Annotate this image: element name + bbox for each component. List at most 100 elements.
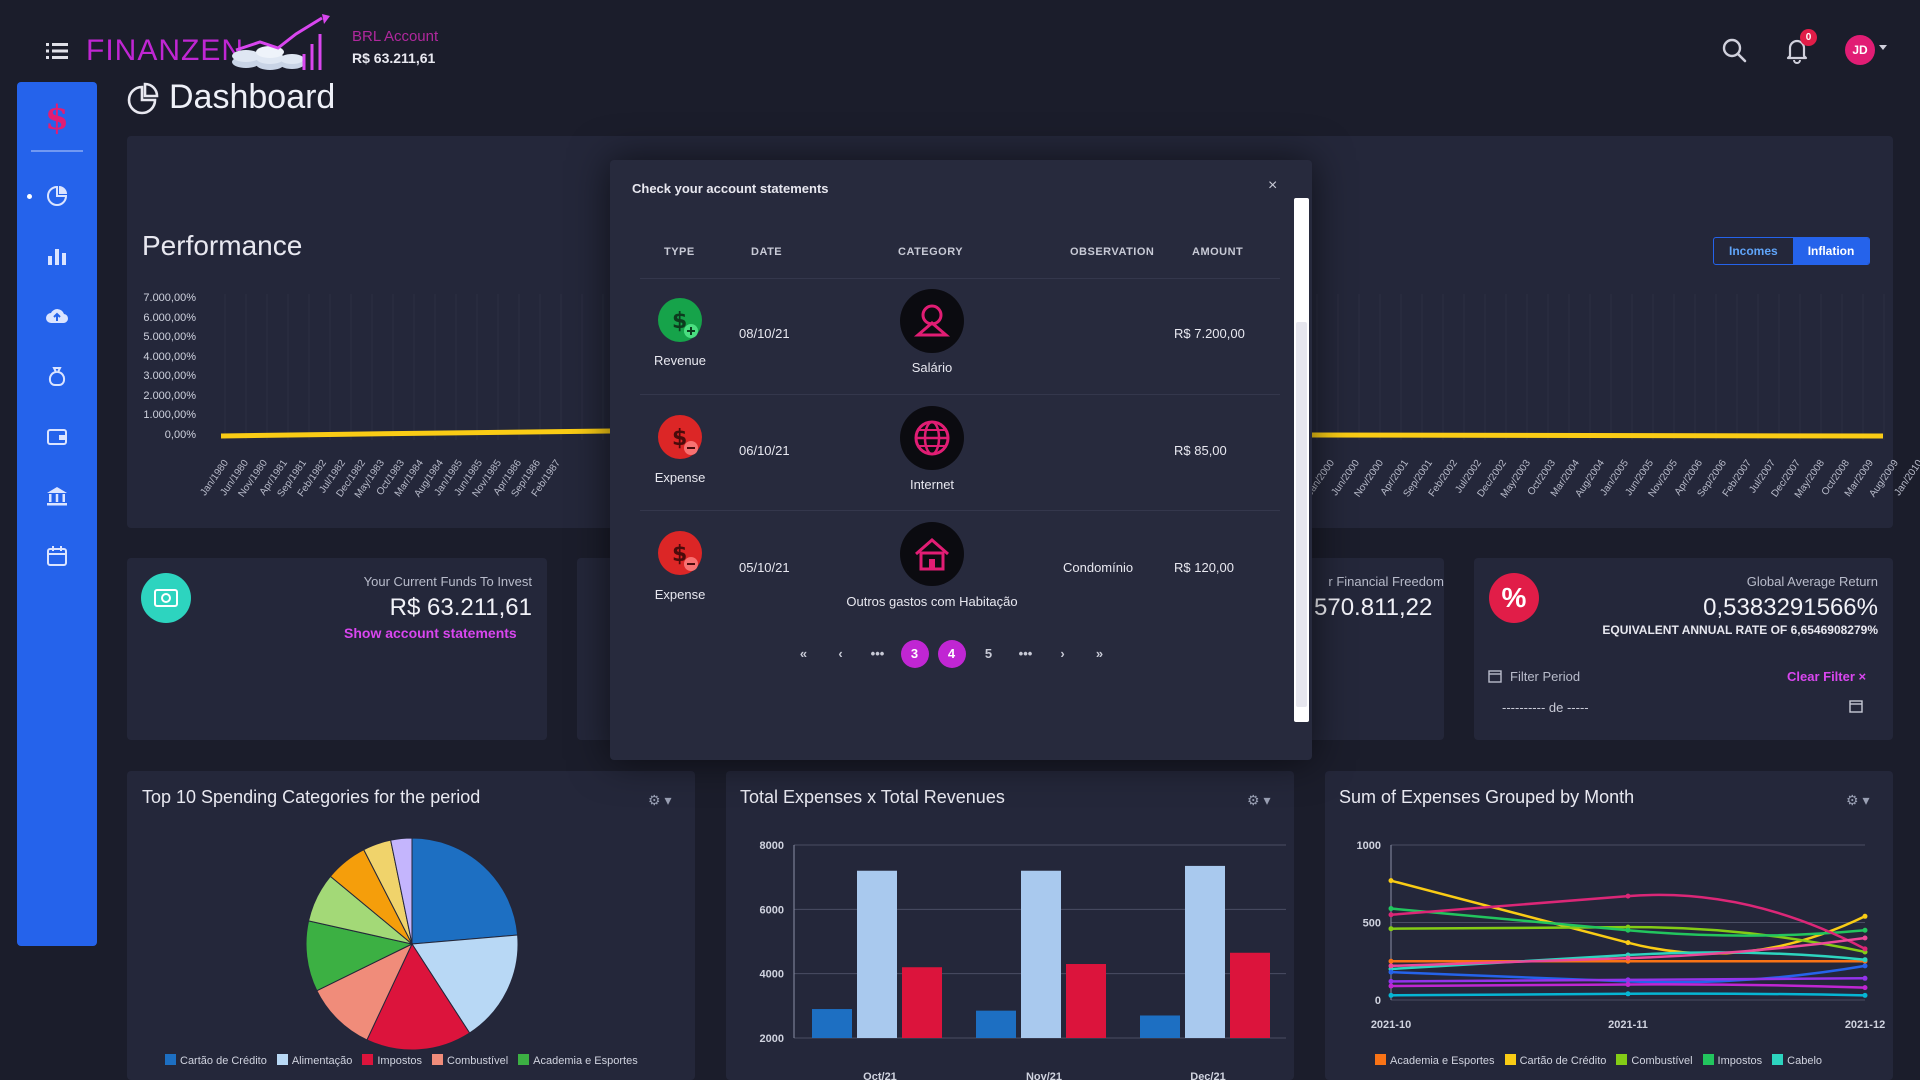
bar[interactable] [1140,1015,1180,1038]
gear-icon[interactable]: ⚙ ▾ [1247,792,1271,808]
modal-scrollbar-thumb[interactable] [1296,322,1307,707]
data-point[interactable] [1862,927,1868,933]
data-point[interactable] [1388,906,1394,912]
close-icon[interactable]: × [1268,177,1278,194]
sidebar-divider [31,150,83,152]
data-point[interactable] [1388,969,1394,975]
y-tick-label: 5.000,00% [143,331,196,343]
dashboard-icon[interactable] [45,184,69,208]
bell-icon[interactable] [1783,36,1811,64]
pie-slice[interactable] [316,942,414,1041]
bar-chart-icon[interactable] [45,244,69,268]
dollar-logo-icon[interactable]: $ [45,98,69,138]
data-point[interactable] [1388,983,1394,989]
legend-item[interactable]: Cartão de Crédito [1504,1054,1606,1067]
pie-slice[interactable] [390,837,413,945]
column-observation[interactable]: OBSERVATION [1070,246,1155,258]
globe-icon [900,406,964,470]
pie-slice[interactable] [411,934,519,1034]
data-point[interactable] [1625,893,1631,899]
search-icon[interactable] [1720,36,1748,64]
bar[interactable] [902,967,942,1038]
data-point[interactable] [1625,982,1631,987]
data-point[interactable] [1625,991,1631,997]
legend-item[interactable]: Combustível [432,1054,508,1067]
legend-item[interactable]: Academia e Esportes [1375,1054,1495,1067]
bar[interactable] [857,870,897,1038]
data-point[interactable] [1862,946,1868,952]
legend-item[interactable]: Impostos [1702,1054,1762,1067]
data-point[interactable] [1625,955,1631,961]
data-point[interactable] [1862,963,1868,969]
account-label[interactable]: BRL Account [352,28,439,45]
page-4-button[interactable]: 4 [933,639,970,669]
page-ellipsis[interactable]: ••• [870,646,885,661]
data-point[interactable] [1388,912,1394,918]
page-first-button[interactable]: « [799,646,808,661]
page-next-button[interactable]: › [1060,646,1065,661]
chevron-down-icon[interactable] [1879,45,1887,50]
clear-filter-button[interactable]: Clear Filter × [1787,669,1867,684]
page-prev-button[interactable]: ‹ [838,646,843,661]
pie-slice[interactable] [366,942,471,1051]
dashboard-icon [127,82,159,115]
page-ellipsis[interactable]: ••• [1018,646,1033,661]
column-date[interactable]: DATE [751,246,783,258]
data-point[interactable] [1388,978,1394,984]
data-point[interactable] [1388,926,1394,932]
legend-item[interactable]: Alimentação [276,1054,352,1067]
show-statements-link[interactable]: Show account statements [344,625,517,641]
data-point[interactable] [1862,935,1868,941]
column-type[interactable]: TYPE [664,246,695,258]
money-bag-icon[interactable] [45,364,69,388]
inflation-toggle-button[interactable]: Inflation [1792,238,1870,264]
bar[interactable] [1021,870,1061,1038]
bar[interactable] [812,1009,852,1038]
page-3-button[interactable]: 3 [896,639,933,669]
data-point[interactable] [1388,963,1394,969]
data-point[interactable] [1388,958,1394,964]
app-logo[interactable]: FINANZEN [86,34,244,67]
legend-item[interactable]: Cartão de Crédito [165,1054,267,1067]
pie-slice[interactable] [411,837,519,945]
data-point[interactable] [1388,878,1394,884]
data-point[interactable] [1862,957,1868,963]
modal-title: Check your account statements [632,181,829,196]
legend-item[interactable]: Combustível [1616,1054,1693,1067]
data-point[interactable] [1388,992,1394,998]
funds-card [127,558,547,740]
calendar-icon[interactable] [1849,699,1863,713]
data-point[interactable] [1862,985,1868,991]
data-point[interactable] [1625,977,1631,983]
period-input[interactable]: ---------- de ----- [1502,700,1589,715]
bank-icon[interactable] [45,484,69,508]
wallet-icon[interactable] [45,424,69,448]
menu-icon[interactable] [46,42,68,60]
legend-item[interactable]: Academia e Esportes [518,1054,638,1067]
legend-item[interactable]: Impostos [362,1054,422,1067]
bar[interactable] [1230,952,1270,1038]
gear-icon[interactable]: ⚙ ▾ [1846,792,1870,808]
expense-icon: $ [658,415,702,459]
gear-icon[interactable]: ⚙ ▾ [648,792,672,808]
calendar-icon[interactable] [45,544,69,568]
user-avatar[interactable]: JD [1845,35,1875,65]
incomes-toggle-button[interactable]: Incomes [1729,244,1778,258]
legend-label: Combustível [1631,1055,1693,1067]
bar[interactable] [1066,964,1106,1038]
page-5-button[interactable]: 5 [984,646,993,661]
legend-item[interactable]: Cabelo [1772,1054,1822,1067]
column-category[interactable]: CATEGORY [898,246,964,258]
data-point[interactable] [1625,927,1631,933]
column-amount[interactable]: AMOUNT [1192,246,1244,258]
x-tick-label: Oct/21 [863,1071,897,1080]
data-point[interactable] [1625,940,1631,946]
data-point[interactable] [1862,992,1868,998]
cloud-upload-icon[interactable] [45,304,69,328]
data-point[interactable] [1862,975,1868,981]
page-last-button[interactable]: » [1095,646,1104,661]
bar[interactable] [1185,865,1225,1038]
legend-label: Academia e Esportes [533,1055,638,1067]
bar[interactable] [976,1010,1016,1038]
data-point[interactable] [1862,913,1868,919]
